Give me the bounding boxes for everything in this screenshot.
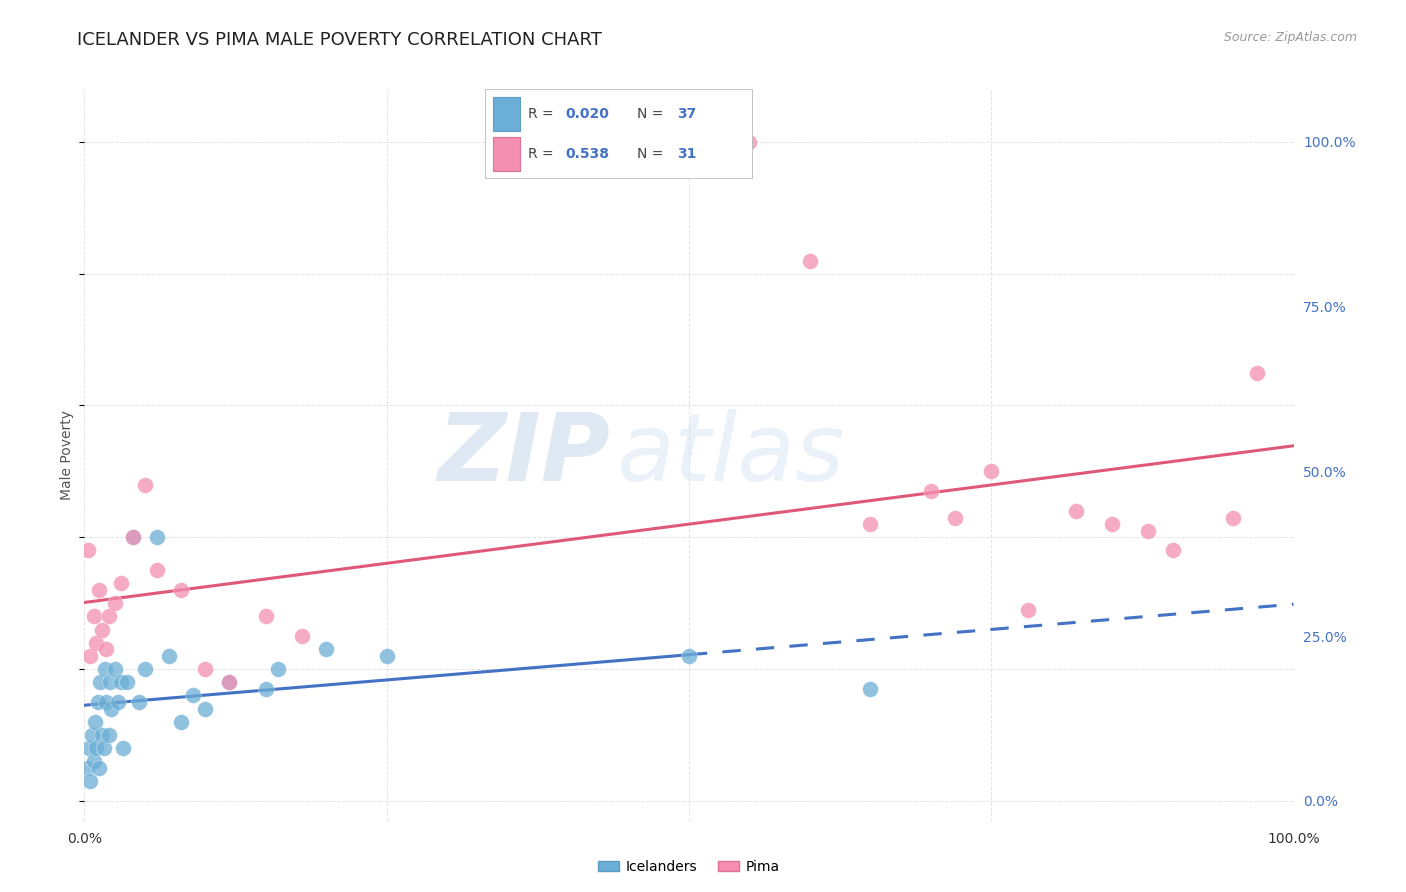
Point [84, 714, 107, 729]
Point [110, 576, 132, 591]
Point [77, 741, 100, 756]
Point [91, 623, 114, 637]
Point [1222, 510, 1244, 524]
Point [146, 530, 169, 544]
Text: 0.020: 0.020 [565, 107, 609, 121]
Point [920, 484, 942, 499]
Point [218, 675, 240, 690]
Point [859, 517, 882, 532]
Point [91, 728, 114, 742]
Point [375, 648, 398, 663]
Point [98, 675, 121, 690]
Text: N =: N = [637, 147, 668, 161]
FancyBboxPatch shape [494, 137, 520, 171]
Point [97, 728, 120, 742]
Point [87, 582, 110, 597]
Point [121, 530, 143, 544]
Point [1137, 524, 1160, 538]
Point [93, 741, 115, 756]
Text: ICELANDER VS PIMA MALE POVERTY CORRELATION CHART: ICELANDER VS PIMA MALE POVERTY CORRELATI… [77, 31, 602, 49]
Point [218, 675, 240, 690]
Text: ZIP: ZIP [437, 409, 610, 501]
Point [86, 695, 108, 709]
Point [112, 741, 135, 756]
Point [859, 681, 882, 696]
Point [1064, 504, 1087, 518]
Point [86, 741, 108, 756]
Point [86, 636, 108, 650]
Point [104, 596, 127, 610]
Point [97, 609, 120, 624]
Point [100, 701, 122, 715]
Point [87, 761, 110, 775]
Text: N =: N = [637, 107, 668, 121]
Point [89, 675, 111, 690]
Point [110, 675, 132, 690]
Point [134, 477, 156, 491]
Point [980, 464, 1002, 478]
Point [170, 714, 193, 729]
Point [267, 662, 290, 676]
Point [157, 648, 180, 663]
Legend: Icelanders, Pima: Icelanders, Pima [592, 855, 786, 880]
Point [107, 695, 129, 709]
Point [1017, 603, 1039, 617]
Point [315, 642, 337, 657]
Point [170, 582, 193, 597]
Point [1161, 543, 1184, 558]
Text: Source: ZipAtlas.com: Source: ZipAtlas.com [1223, 31, 1357, 45]
Point [79, 648, 101, 663]
Point [94, 695, 117, 709]
Text: 31: 31 [678, 147, 697, 161]
Point [254, 681, 277, 696]
Point [83, 755, 105, 769]
Point [738, 135, 761, 149]
Point [194, 662, 217, 676]
Y-axis label: Male Poverty: Male Poverty [60, 410, 75, 500]
Point [194, 701, 217, 715]
Point [79, 774, 101, 789]
Point [121, 530, 143, 544]
Text: R =: R = [527, 107, 558, 121]
Point [94, 662, 117, 676]
Point [80, 728, 103, 742]
Point [94, 642, 117, 657]
Point [291, 629, 314, 643]
Text: 37: 37 [678, 107, 696, 121]
Text: 0.538: 0.538 [565, 147, 609, 161]
Point [1246, 366, 1268, 380]
Point [181, 689, 204, 703]
Point [799, 253, 821, 268]
Point [943, 510, 966, 524]
Point [76, 761, 98, 775]
Text: R =: R = [527, 147, 558, 161]
Point [77, 543, 100, 558]
Point [1101, 517, 1123, 532]
Point [104, 662, 127, 676]
Point [83, 609, 105, 624]
Text: atlas: atlas [616, 409, 845, 500]
Point [254, 609, 277, 624]
Point [678, 648, 700, 663]
FancyBboxPatch shape [494, 97, 520, 131]
Point [115, 675, 138, 690]
Point [146, 563, 169, 577]
Point [134, 662, 156, 676]
Point [128, 695, 150, 709]
